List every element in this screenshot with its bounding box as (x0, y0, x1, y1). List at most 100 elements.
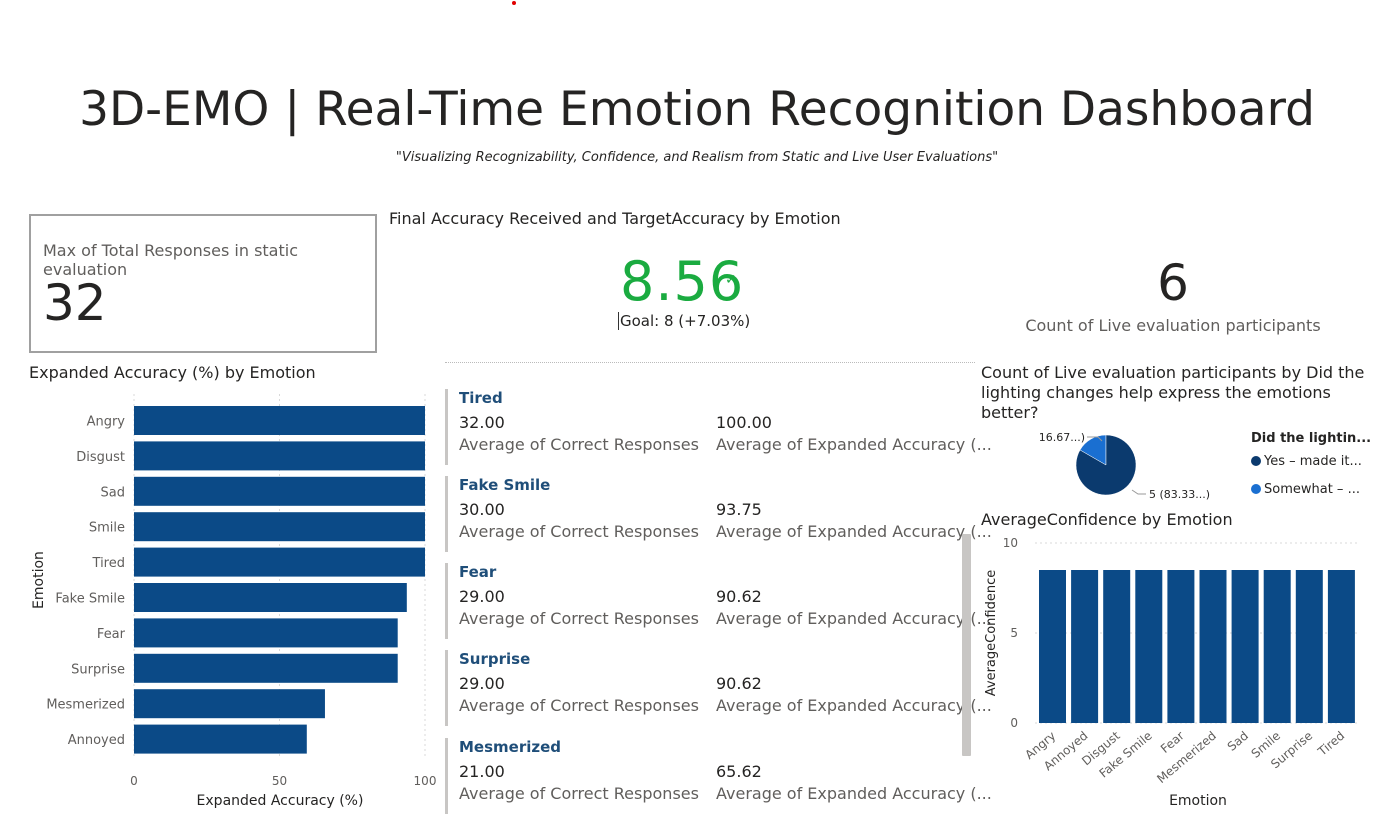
correct-responses-value: 30.00 (459, 500, 505, 519)
kpi-title: Final Accuracy Received and TargetAccura… (389, 209, 841, 228)
column-tired (1327, 570, 1355, 723)
y-tick-label: Angry (87, 415, 126, 430)
page-title: 3D-EMO | Real-Time Emotion Recognition D… (79, 82, 1315, 137)
y-tick-label: Disgust (76, 450, 125, 465)
expanded-accuracy-value: 93.75 (716, 500, 762, 519)
total-responses-card[interactable]: Max of Total Responses in static evaluat… (29, 214, 377, 353)
x-axis-title: Emotion (1169, 793, 1227, 809)
pie-data-label: 5 (83.33...) (1149, 488, 1210, 501)
multirow-scrollbar[interactable] (962, 534, 971, 756)
lighting-pie-chart[interactable]: 1 (16.67...) 5 (83.33...) (1040, 420, 1240, 510)
pie-data-label: 1 (16.67...) (1040, 431, 1085, 444)
bar-tired (134, 547, 425, 577)
column-surprise (1295, 570, 1323, 723)
bar-mesmerized (134, 689, 325, 719)
multirow-item[interactable]: Fake Smile 30.00 Average of Correct Resp… (445, 476, 992, 552)
multirow-item[interactable]: Tired 32.00 Average of Correct Responses… (445, 389, 992, 465)
bar-fear (134, 618, 398, 648)
x-tick-label: 100 (414, 774, 437, 788)
y-tick-label: Smile (89, 521, 125, 536)
expanded-accuracy-value: 90.62 (716, 587, 762, 606)
legend-label: Yes – made it... (1264, 454, 1362, 469)
red-marker-dot (512, 1, 516, 5)
legend-dot-icon (1251, 456, 1261, 466)
correct-responses-value: 21.00 (459, 762, 505, 781)
pie-chart-title: Count of Live evaluation participants by… (981, 363, 1365, 422)
multirow-item-title: Mesmerized (459, 738, 562, 756)
expanded-accuracy-label: Average of Expanded Accuracy (... (716, 696, 992, 715)
multirow-item[interactable]: Surprise 29.00 Average of Correct Respon… (445, 650, 992, 726)
y-tick-label: Mesmerized (46, 698, 125, 713)
y-axis-title: AverageConfidence (984, 570, 999, 696)
y-tick-label: Fake Smile (55, 592, 125, 607)
multirow-item-title: Tired (459, 389, 503, 407)
page-subtitle: "Visualizing Recognizability, Confidence… (395, 150, 999, 165)
y-tick-label: Annoyed (68, 733, 125, 748)
pie-slice-yes (1075, 434, 1137, 496)
correct-responses-label: Average of Correct Responses (459, 784, 699, 803)
participants-count-value[interactable]: 6 (1157, 254, 1189, 312)
multirow-item-title: Surprise (459, 650, 531, 668)
multirow-clipped-edge (445, 362, 975, 366)
y-tick-label: Sad (101, 485, 125, 500)
y-tick-label: Surprise (71, 662, 125, 677)
y-tick-label: Tired (92, 556, 125, 571)
x-tick-label: Mesmerized (1154, 729, 1219, 786)
pie-legend-item-somewhat[interactable]: Somewhat – ... (1251, 482, 1360, 497)
correct-responses-value: 29.00 (459, 674, 505, 693)
bar-angry (134, 406, 425, 435)
correct-responses-label: Average of Correct Responses (459, 609, 699, 628)
total-responses-label: Max of Total Responses in static evaluat… (43, 241, 298, 279)
multirow-item-title: Fear (459, 563, 497, 581)
column-annoyed (1071, 570, 1099, 723)
pie-legend-item-yes[interactable]: Yes – made it... (1251, 454, 1362, 469)
bar-annoyed (134, 724, 307, 754)
expanded-accuracy-value: 65.62 (716, 762, 762, 781)
pie-legend-title: Did the lightin... (1251, 431, 1372, 446)
x-tick-label: Sad (1225, 729, 1251, 754)
multirow-item[interactable]: Fear 29.00 Average of Correct Responses … (445, 563, 992, 639)
expanded-accuracy-label: Average of Expanded Accuracy (... (716, 784, 992, 803)
y-tick-label: 10 (1003, 536, 1018, 550)
expanded-accuracy-label: Average of Expanded Accuracy (... (716, 609, 992, 628)
x-tick-label: Tired (1315, 729, 1348, 760)
y-tick-label: Fear (97, 627, 126, 642)
correct-responses-label: Average of Correct Responses (459, 696, 699, 715)
correct-responses-label: Average of Correct Responses (459, 522, 699, 541)
confidence-chart-title: AverageConfidence by Emotion (981, 510, 1233, 529)
expanded-accuracy-value: 90.62 (716, 674, 762, 693)
bar-smile (134, 512, 425, 542)
column-mesmerized (1199, 570, 1227, 723)
bar-sad (134, 476, 425, 506)
pie-leader-line (1131, 489, 1146, 495)
column-smile (1263, 570, 1291, 723)
legend-label: Somewhat – ... (1264, 482, 1360, 497)
column-fear (1167, 570, 1195, 723)
kpi-goal: Goal: 8 (+7.03%) (618, 312, 751, 330)
column-fake-smile (1135, 570, 1163, 723)
expanded-accuracy-label: Average of Expanded Accuracy (... (716, 522, 992, 541)
x-axis-title: Expanded Accuracy (%) (197, 793, 364, 809)
correct-responses-label: Average of Correct Responses (459, 435, 699, 454)
correct-responses-value: 32.00 (459, 413, 505, 432)
x-tick-label: 0 (130, 774, 138, 788)
expanded-accuracy-label: Average of Expanded Accuracy (... (716, 435, 992, 454)
pie-leader-line (1087, 436, 1103, 442)
correct-responses-value: 29.00 (459, 587, 505, 606)
kpi-value[interactable]: 8.56 (620, 250, 745, 313)
bar-fake-smile (134, 583, 407, 612)
column-sad (1231, 570, 1259, 723)
expanded-accuracy-chart[interactable]: 0 50 100 Angry Disgust Sad Smile Tired Fake Smil… (20, 390, 450, 815)
y-axis-title: Emotion (31, 551, 47, 609)
bar-disgust (134, 441, 425, 471)
expanded-accuracy-chart-title: Expanded Accuracy (%) by Emotion (29, 363, 316, 382)
column-disgust (1103, 570, 1131, 723)
total-responses-value: 32 (43, 274, 107, 332)
multirow-item-title: Fake Smile (459, 476, 551, 494)
x-tick-label: 50 (272, 774, 287, 788)
checkmark-icon: ✓ (725, 272, 737, 288)
multirow-item[interactable]: Mesmerized 21.00 Average of Correct Resp… (445, 738, 992, 814)
bar-surprise (134, 653, 398, 683)
legend-dot-icon (1251, 484, 1261, 494)
